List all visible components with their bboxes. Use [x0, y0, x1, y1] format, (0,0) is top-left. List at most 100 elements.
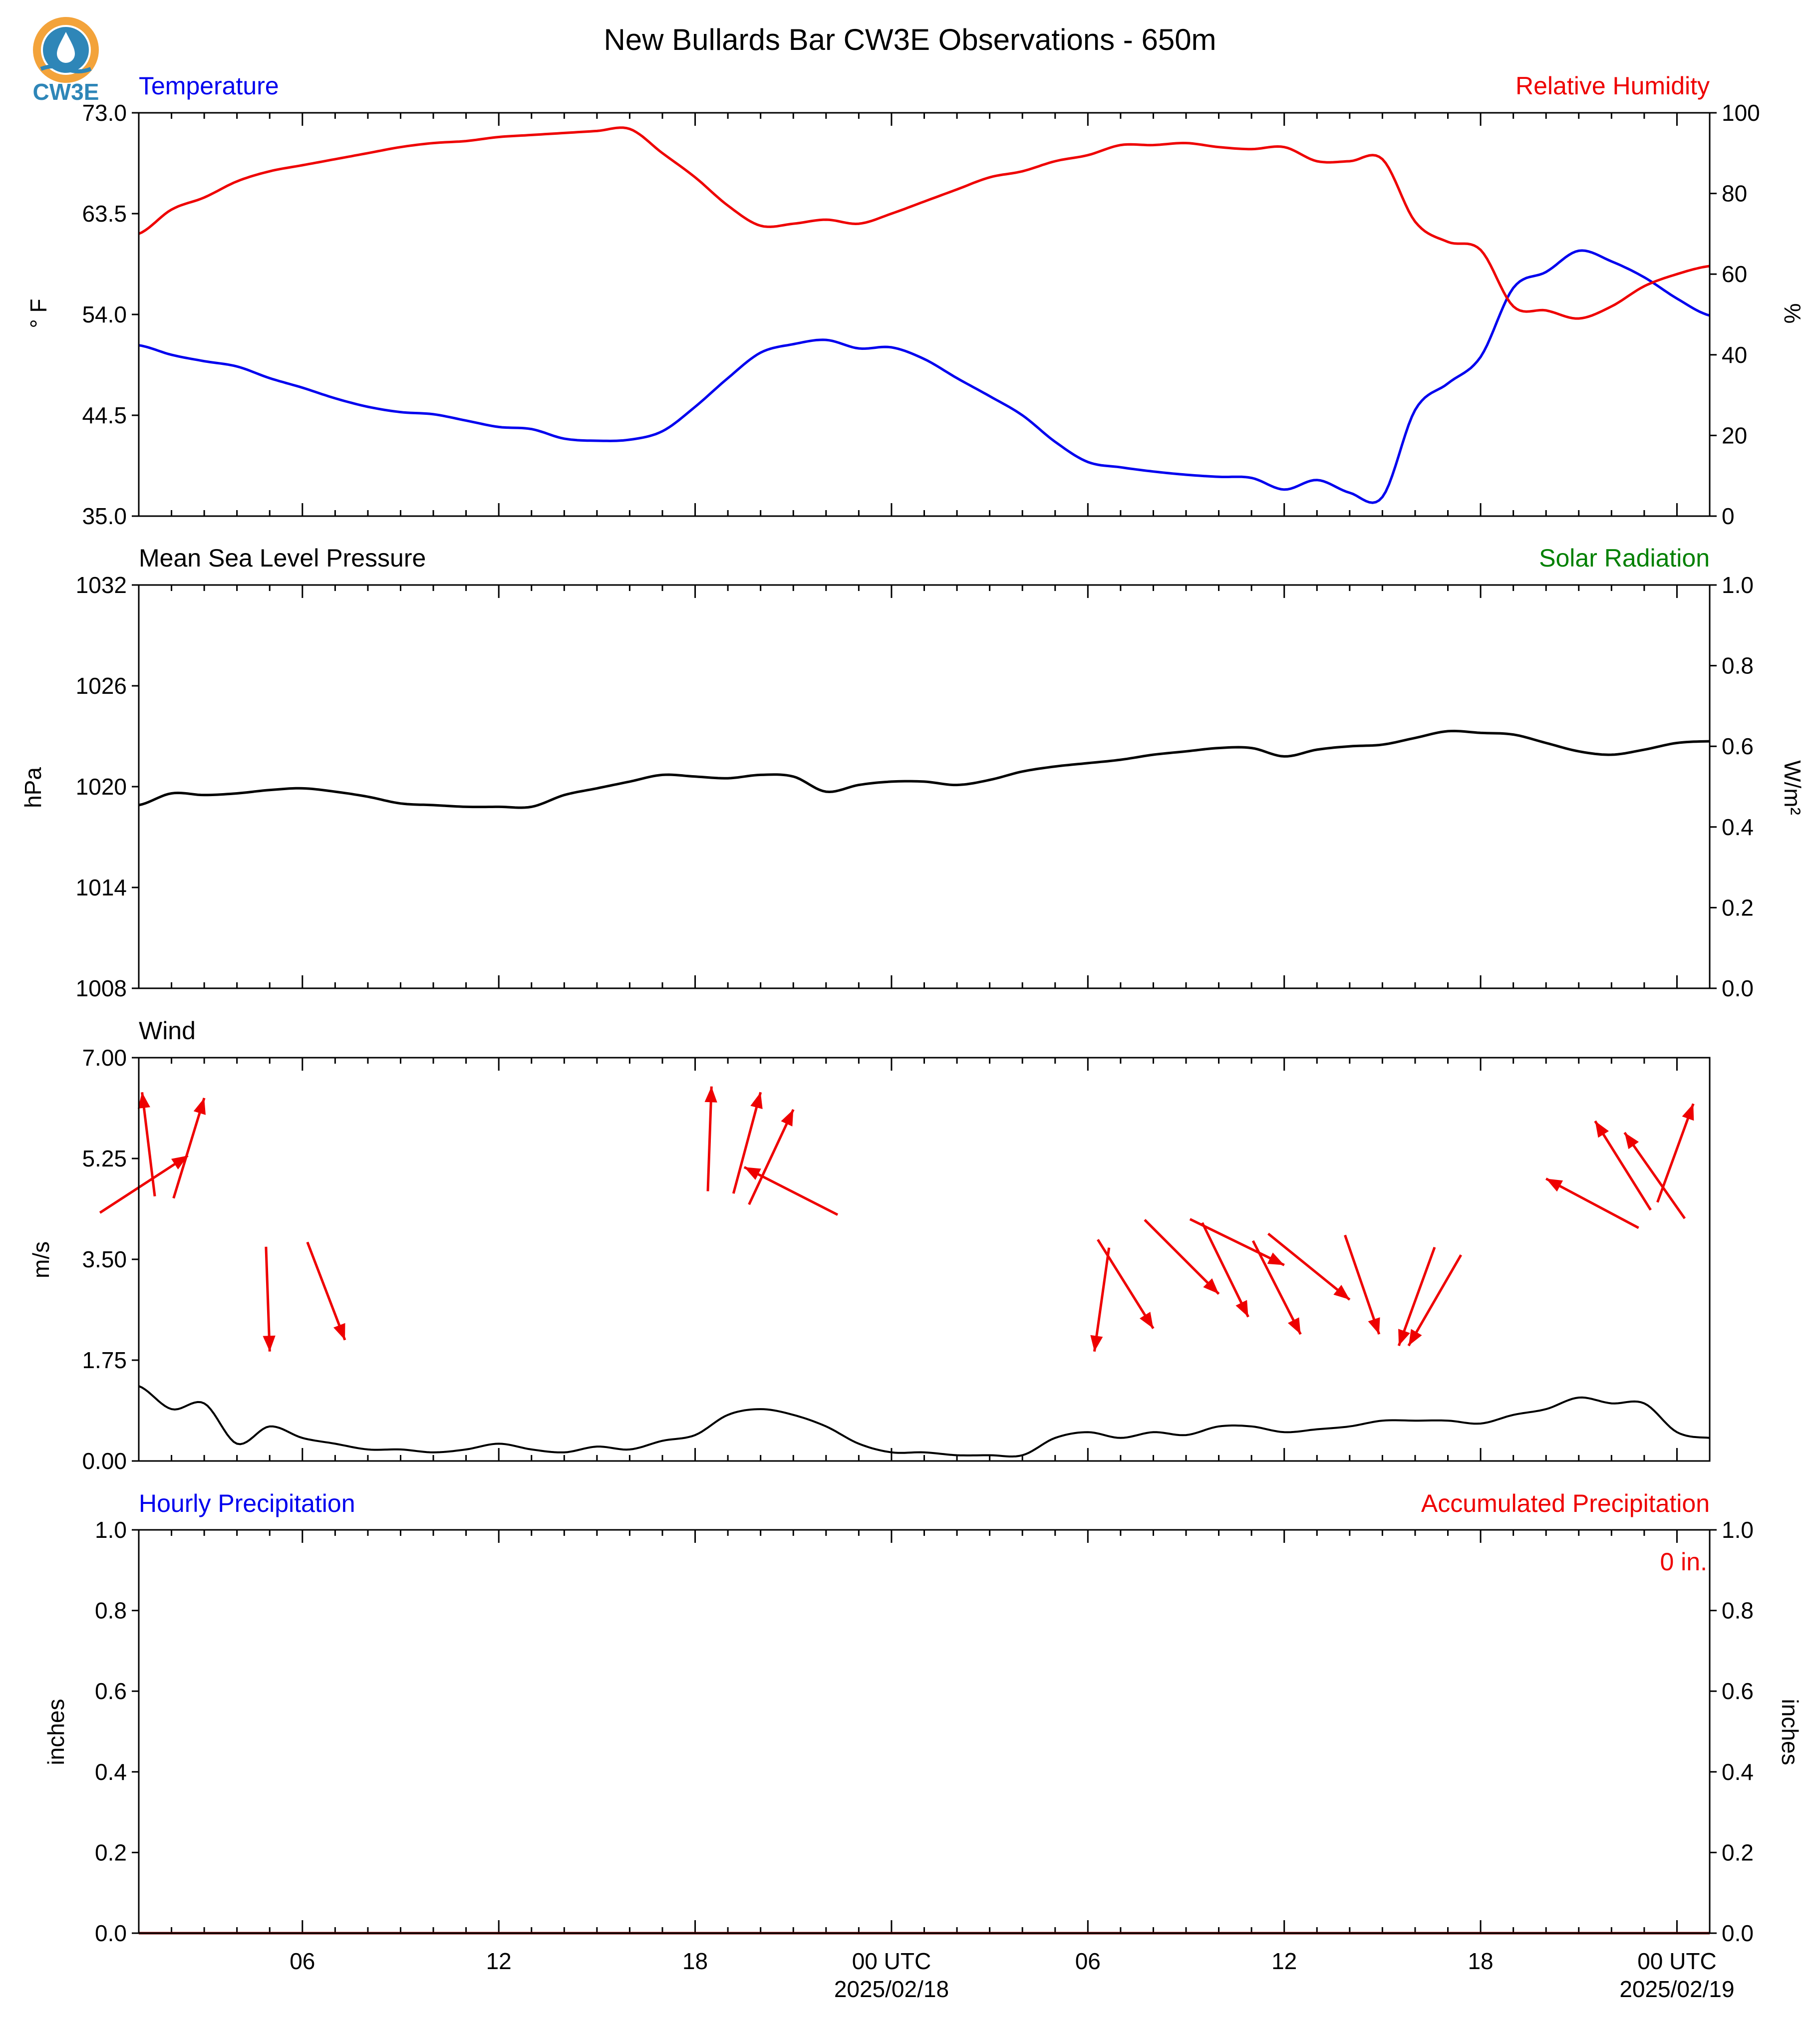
- x-tick-label: 18: [682, 1948, 708, 1974]
- wind-vector-head: [1398, 1329, 1410, 1346]
- y-tick-label: 1.0: [1722, 1517, 1754, 1543]
- wind-vector-arrow: [1623, 1132, 1686, 1219]
- y-tick-label: 54.0: [82, 301, 127, 327]
- wind-vector-arrow: [1267, 1232, 1351, 1301]
- wind-vector-arrow: [1545, 1177, 1639, 1229]
- wind-vector-arrow: [1594, 1120, 1652, 1211]
- wind-vector-shaft: [748, 1109, 795, 1205]
- solar-y-ticks: 0.0 0.2 0.4 0.6 0.8 1.0: [1710, 572, 1754, 1001]
- panel4-x-ticks: [171, 1530, 1678, 1933]
- y-tick-label: 0.4: [95, 1759, 127, 1785]
- solar-title: Solar Radiation: [1539, 544, 1710, 572]
- y-tick-label: 0: [1722, 503, 1735, 529]
- wind-vector-head: [193, 1098, 206, 1115]
- wind-vector-head: [1408, 1329, 1422, 1346]
- y-tick-label: 1026: [76, 673, 127, 699]
- wind-vector-shaft: [1344, 1234, 1381, 1335]
- panel1-frame: [138, 112, 1711, 517]
- logo-text: CW3E: [33, 79, 99, 105]
- x-date-label: 2025/02/19: [1619, 1976, 1734, 2002]
- wind-vector-shaft: [1623, 1132, 1686, 1219]
- y-tick-label: 0.0: [1722, 1920, 1754, 1946]
- y-tick-label: 1014: [76, 874, 127, 900]
- wind-vector-arrows: [99, 1086, 1695, 1352]
- wind-vector-shaft: [306, 1241, 346, 1341]
- wind-vector-head: [744, 1167, 761, 1180]
- temperature-unit-label: ° F: [25, 298, 51, 328]
- cw3e-logo: CW3E: [33, 17, 99, 105]
- y-tick-label: 0.6: [95, 1678, 127, 1704]
- wind-vector-head: [263, 1335, 276, 1352]
- y-tick-label: 63.5: [82, 201, 127, 227]
- wind-vector-head: [171, 1156, 188, 1169]
- pressure-y-ticks: 1008 1014 1020 1026 1032: [76, 572, 139, 1001]
- y-tick-label: 7.00: [82, 1045, 127, 1071]
- wind-vector-shaft: [265, 1246, 271, 1352]
- humidity-y-ticks: 0 20 40 60 80 100: [1710, 100, 1760, 529]
- x-tick-label: 18: [1468, 1948, 1493, 1974]
- wind-y-ticks: 0.00 1.75 3.50 5.25 7.00: [82, 1045, 139, 1474]
- wind-vector-shaft: [99, 1155, 189, 1214]
- y-tick-label: 0.8: [1722, 653, 1754, 679]
- y-tick-label: 0.8: [95, 1598, 127, 1624]
- wind-vector-head: [1333, 1285, 1350, 1300]
- panel1-x-ticks: [171, 113, 1678, 516]
- wind-vector-shaft: [1201, 1222, 1249, 1318]
- wind-vector-shaft: [1251, 1240, 1302, 1335]
- wind-vector-arrow: [743, 1166, 839, 1216]
- wind-vector-head: [1267, 1252, 1284, 1265]
- temperature-series-line: [138, 249, 1710, 504]
- humidity-series-line: [138, 126, 1710, 320]
- y-tick-label: 20: [1722, 422, 1747, 448]
- wind-vector-arrow: [1201, 1222, 1249, 1318]
- wind-vector-shaft: [1397, 1246, 1436, 1346]
- y-tick-label: 3.50: [82, 1246, 127, 1272]
- wind-vector-head: [333, 1323, 345, 1340]
- y-tick-label: 0.0: [95, 1920, 127, 1946]
- y-tick-label: 0.2: [95, 1839, 127, 1865]
- wind-vector-arrow: [1144, 1219, 1220, 1295]
- precip-unit-label-left: inches: [43, 1699, 69, 1765]
- wind-vector-arrow: [1189, 1218, 1285, 1266]
- y-tick-label: 0.2: [1722, 894, 1754, 920]
- y-tick-label: 1.75: [82, 1347, 127, 1373]
- wind-vector-arrow: [748, 1109, 795, 1205]
- wind-vector-arrow: [172, 1098, 206, 1199]
- wind-vector-head: [1287, 1317, 1301, 1335]
- precip-y-ticks-right: 0.0 0.2 0.4 0.6 0.8 1.0: [1710, 1517, 1754, 1946]
- panel-wind: Wind m/s 0.00 1.75 3.50 5.25 7.00: [28, 1017, 1711, 1474]
- panel2-frame: [138, 584, 1711, 989]
- temperature-title: Temperature: [139, 72, 279, 100]
- wind-speed-series-line: [138, 1385, 1710, 1457]
- y-tick-label: 1008: [76, 975, 127, 1001]
- wind-vector-head: [750, 1092, 763, 1109]
- wind-vector-shaft: [706, 1086, 713, 1191]
- wind-vector-head: [1203, 1278, 1219, 1294]
- wind-vector-head: [1090, 1335, 1103, 1352]
- y-tick-label: 100: [1722, 100, 1760, 126]
- x-tick-label: 12: [1271, 1948, 1297, 1974]
- wind-title: Wind: [139, 1017, 196, 1045]
- x-tick-label: 06: [1075, 1948, 1101, 1974]
- y-tick-label: 1.0: [95, 1517, 127, 1543]
- wind-vector-arrow: [1656, 1103, 1695, 1203]
- wind-vector-shaft: [1189, 1218, 1285, 1266]
- pressure-unit-label: hPa: [20, 767, 46, 808]
- wind-vector-shaft: [1545, 1177, 1639, 1229]
- logo-ring: [33, 17, 99, 83]
- wind-vector-head: [1235, 1300, 1248, 1317]
- accum-precip-total: 0 in.: [1660, 1548, 1707, 1576]
- wind-vector-head: [1368, 1317, 1380, 1335]
- panel4-frame: [138, 1529, 1711, 1934]
- wind-vector-shaft: [1407, 1254, 1462, 1347]
- y-tick-label: 0.4: [1722, 814, 1754, 840]
- wind-vector-arrow: [704, 1086, 717, 1191]
- panel3-frame: [138, 1057, 1711, 1462]
- y-tick-label: 0.6: [1722, 1678, 1754, 1704]
- precip-y-ticks-left: 0.0 0.2 0.4 0.6 0.8 1.0: [95, 1517, 139, 1946]
- panel-temperature-humidity: Temperature Relative Humidity ° F % 35.0…: [25, 72, 1806, 529]
- x-tick-label: 00 UTC: [852, 1948, 931, 1974]
- wind-vector-arrow: [1397, 1246, 1436, 1346]
